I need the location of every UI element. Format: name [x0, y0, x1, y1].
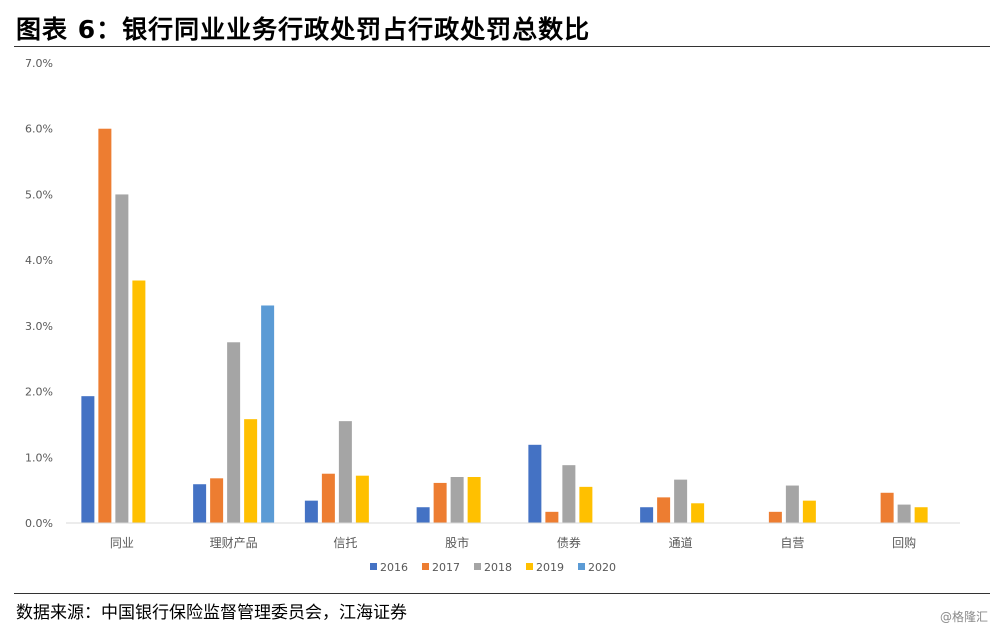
bar-2017 [768, 511, 782, 523]
legend-swatch-2018 [474, 563, 481, 570]
bar-2018 [785, 485, 799, 523]
y-tick-label: 5.0% [25, 188, 53, 201]
bar-2017 [880, 492, 894, 523]
y-tick-label: 3.0% [25, 320, 53, 333]
source-rule [14, 593, 990, 594]
bars-group [81, 128, 928, 523]
legend-swatch-2016 [370, 563, 377, 570]
y-tick-label: 0.0% [25, 517, 53, 530]
x-category-label: 信托 [333, 536, 357, 550]
x-category-label: 自营 [780, 536, 804, 550]
bar-2020 [261, 305, 275, 523]
x-category-label: 同业 [110, 536, 134, 550]
bar-chart: 0.0% 1.0% 2.0% 3.0% 4.0% 5.0% 6.0% 7.0% 同业 理财产品 信… [25, 57, 960, 574]
y-tick-label: 2.0% [25, 386, 53, 399]
x-category-label: 股市 [445, 535, 469, 550]
bar-2016 [640, 507, 654, 523]
legend-label: 2017 [432, 561, 460, 574]
x-category-label: 通道 [669, 536, 693, 550]
bar-2018 [115, 194, 129, 523]
bar-2019 [579, 486, 593, 523]
x-category-label: 理财产品 [210, 536, 258, 550]
bar-2017 [210, 478, 224, 523]
y-tick-label: 4.0% [25, 254, 53, 267]
source-note: 数据来源：中国银行保险监督管理委员会，江海证券 [16, 603, 407, 623]
legend-swatch-2017 [422, 563, 429, 570]
y-tick-label: 7.0% [25, 57, 53, 70]
bar-2018 [227, 342, 241, 523]
x-axis: 同业 理财产品 信托 股市 债券 通道 自营 回购 [110, 535, 916, 550]
bar-2019 [691, 503, 705, 523]
bar-2016 [193, 484, 207, 523]
legend: 2016 2017 2018 2019 2020 [370, 561, 616, 574]
bar-2018 [674, 479, 688, 523]
y-tick-label: 6.0% [25, 123, 53, 136]
legend-label: 2018 [484, 561, 512, 574]
x-category-label: 回购 [892, 535, 916, 550]
bar-2019 [132, 280, 146, 523]
bar-2019 [914, 507, 928, 523]
bar-2019 [244, 419, 258, 523]
bar-2016 [416, 507, 430, 523]
bar-2019 [802, 500, 816, 523]
bar-2019 [355, 475, 369, 523]
bar-2017 [321, 473, 335, 523]
bar-2019 [467, 477, 481, 523]
bar-2017 [657, 497, 671, 523]
watermark: @格隆汇 [939, 610, 988, 624]
legend-swatch-2019 [526, 563, 533, 570]
bar-2017 [433, 482, 447, 523]
y-axis: 0.0% 1.0% 2.0% 3.0% 4.0% 5.0% 6.0% 7.0% [25, 57, 53, 530]
bar-2018 [562, 465, 576, 523]
figure-title: 图表 6：银行同业业务行政处罚占行政处罚总数比 [16, 15, 591, 44]
bar-2016 [304, 500, 318, 523]
bar-2016 [528, 444, 542, 523]
y-tick-label: 1.0% [25, 451, 53, 464]
legend-label: 2016 [380, 561, 408, 574]
bar-2018 [450, 477, 464, 523]
legend-label: 2020 [588, 561, 616, 574]
bar-2018 [338, 421, 352, 523]
title-rule [14, 46, 990, 47]
legend-label: 2019 [536, 561, 564, 574]
bar-2016 [81, 396, 95, 523]
x-category-label: 债券 [557, 535, 581, 550]
bar-2017 [98, 128, 112, 523]
legend-swatch-2020 [578, 563, 585, 570]
bar-2018 [897, 504, 911, 523]
bar-2017 [545, 511, 559, 523]
